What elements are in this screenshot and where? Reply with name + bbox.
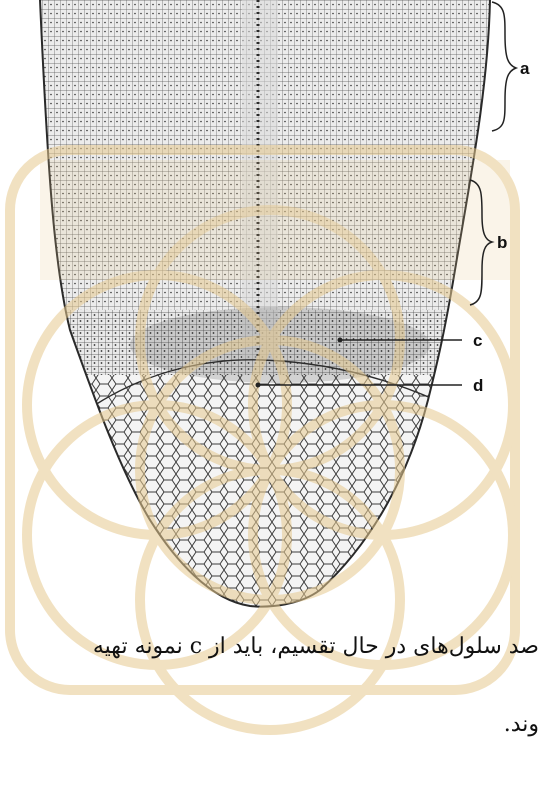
label-b: b bbox=[497, 233, 507, 252]
label-c-pointer: c bbox=[337, 331, 482, 350]
caption-line-2: وند. bbox=[503, 712, 539, 737]
caption-line-1: صد سلول‌های در حال تقسیم، باید از c نمون… bbox=[92, 634, 539, 659]
label-b-bracket: b bbox=[469, 179, 507, 306]
seed-of-life-watermark bbox=[5, 145, 520, 735]
label-a: a bbox=[520, 59, 530, 78]
label-c: c bbox=[473, 331, 482, 350]
label-d-pointer: d bbox=[255, 376, 483, 395]
label-d: d bbox=[473, 376, 483, 395]
label-a-bracket: a bbox=[491, 1, 530, 132]
root-tissue bbox=[40, 0, 490, 607]
